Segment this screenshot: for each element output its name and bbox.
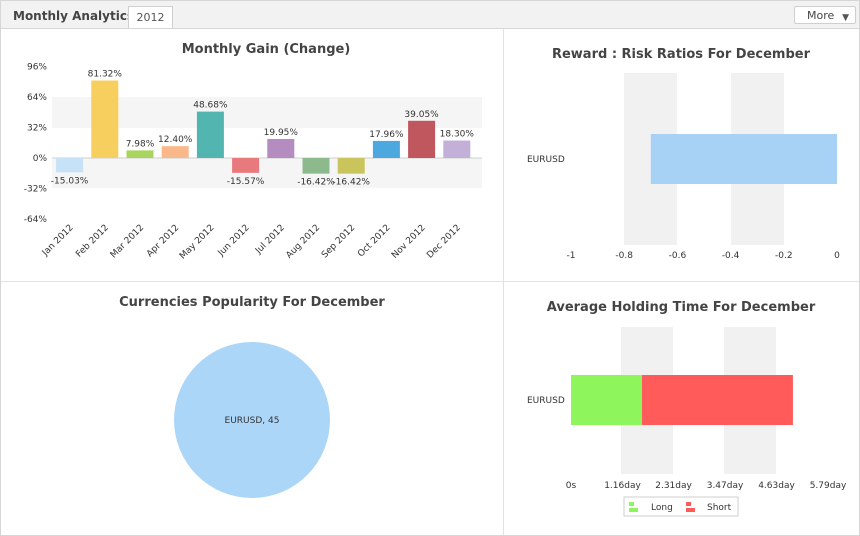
data-label: 81.32% [88,69,123,79]
bar-oct-2012 [372,140,400,158]
monthly-gain-chart: Monthly Gain (Change) 96% 64% 32% 0% -32% -64… [24,42,482,261]
bar-long [571,375,643,425]
chart-title: Currencies Popularity For December [119,295,385,310]
legend: Long Short [623,496,739,517]
panel-divider-horizontal [1,281,859,282]
x-tick-label: -0.8 [615,251,633,261]
data-label: 18.30% [440,130,475,140]
y-tick-label: 64% [27,93,47,103]
chevron-down-icon: ▼ [842,13,849,23]
legend-short-swatch-icon [686,502,691,506]
data-label: 17.96% [369,130,404,140]
bar-aug-2012 [302,158,330,174]
y-tick-label: 0% [33,154,48,164]
data-label: 12.40% [158,135,193,145]
bar-eurusd [650,134,837,184]
x-tick-label: -0.2 [775,251,793,261]
legend-box [623,496,739,517]
chart-title: Average Holding Time For December [547,300,816,315]
x-tick-label: -1 [567,251,576,261]
data-label: -15.57% [227,177,265,187]
x-tick-label: 0s [566,481,577,491]
y-category-label: EURUSD [527,155,565,165]
bar-jul-2012 [267,138,295,158]
y-tick-label: 96% [27,63,47,73]
reward-risk-chart: Reward : Risk Ratios For December EURUSD… [527,47,840,261]
header-bar: Monthly Analytics 2012 More ▼ [1,1,859,29]
legend-long-swatch-icon [629,508,638,512]
data-label: -16.42% [332,178,370,188]
legend-item-long[interactable]: Long [629,502,673,513]
bar-sep-2012 [337,158,365,174]
x-tick-label: 3.47day [707,481,744,491]
x-tick-label: Feb 2012 [74,223,111,260]
x-tick-label: 5.79day [810,481,847,491]
x-tick-label: 1.16day [604,481,641,491]
panel-divider-vertical [503,29,504,535]
chart-title: Reward : Risk Ratios For December [552,47,811,62]
x-tick-label: Apr 2012 [145,223,181,259]
data-label: -15.03% [51,176,89,186]
bar-jun-2012 [232,158,260,173]
x-tick-label: Jan 2012 [40,223,76,259]
data-label: 39.05% [404,110,439,120]
tab-2012[interactable]: 2012 [128,6,173,28]
page-title: Monthly Analytics [13,9,135,23]
legend-short-label: Short [707,503,732,513]
y-category-label: EURUSD [527,396,565,406]
grid-band [52,158,482,188]
y-tick-label: -32% [24,185,48,195]
x-tick-label: Mar 2012 [109,223,146,260]
holding-time-chart: Average Holding Time For December EURUSD… [527,300,847,517]
bar-jan-2012 [56,158,84,173]
x-tick-label: Nov 2012 [390,223,428,261]
more-label: More [807,9,835,22]
x-tick-label: Jun 2012 [216,223,252,259]
x-tick-label: -0.4 [722,251,740,261]
data-label: 7.98% [126,139,155,149]
bar-apr-2012 [161,146,189,158]
bar-dec-2012 [443,140,471,158]
bar-short [642,375,793,425]
bar-may-2012 [196,111,224,158]
x-tick-label: -0.6 [669,251,687,261]
bar-feb-2012 [91,80,119,158]
legend-item-short[interactable]: Short [686,502,732,513]
data-label: 19.95% [264,128,299,138]
x-tick-label: Jul 2012 [253,223,287,257]
x-tick-label: May 2012 [178,223,216,261]
x-tick-label: Aug 2012 [284,223,322,261]
legend-long-swatch-icon [629,502,634,506]
legend-short-swatch-icon [686,508,695,512]
bar-nov-2012 [408,120,436,158]
y-tick-label: -64% [24,215,48,225]
y-tick-label: 32% [27,124,47,134]
bar-mar-2012 [126,150,154,158]
data-label: 48.68% [193,101,228,111]
x-tick-label: Sep 2012 [320,223,357,260]
data-label: -16.42% [297,178,335,188]
x-tick-label: 0 [834,251,840,261]
more-button[interactable]: More ▼ [794,6,856,24]
slice-label: EURUSD, 45 [225,416,280,426]
x-tick-label: 4.63day [758,481,795,491]
x-tick-label: 2.31day [655,481,692,491]
x-tick-label: Dec 2012 [425,223,463,261]
currencies-popularity-chart: Currencies Popularity For December EURUS… [119,295,385,498]
pie-slice-eurusd [174,342,330,498]
legend-long-label: Long [651,503,673,513]
x-tick-label: Oct 2012 [356,223,392,259]
chart-title: Monthly Gain (Change) [182,42,351,57]
